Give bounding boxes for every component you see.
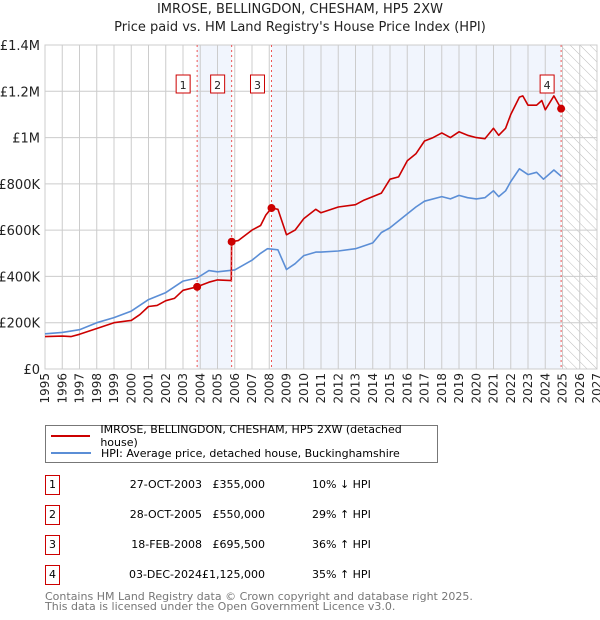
y-tick-label: £600K (0, 224, 40, 239)
shaded-period (197, 45, 232, 369)
transaction-date: 03-DEC-2024 (128, 568, 202, 581)
transaction-row: 3 18-FEB-2008 £695,500 36% ↑ HPI (45, 535, 445, 555)
legend-label: IMROSE, BELLINGDON, CHESHAM, HP5 2XW (de… (100, 423, 402, 449)
x-tick-label: 1995 (38, 373, 52, 404)
sale-label: 4 (544, 79, 551, 92)
legend-item-hpi: HPI: Average price, detached house, Buck… (51, 445, 400, 461)
transaction-price: £1,125,000 (202, 568, 265, 581)
x-tick-label: 2026 (573, 373, 587, 404)
y-tick-label: £400K (0, 270, 40, 285)
x-tick-label: 2007 (245, 373, 259, 404)
x-tick-label: 2016 (400, 373, 414, 404)
sale-label: 1 (180, 79, 187, 92)
sale-label-box (539, 74, 555, 94)
legend-swatch-red (51, 435, 91, 437)
legend-item-property: IMROSE, BELLINGDON, CHESHAM, HP5 2XW (de… (51, 423, 437, 449)
y-tick-label: £200K (0, 317, 40, 332)
transaction-price: £550,000 (212, 508, 266, 521)
transaction-date: 27-OCT-2003 (129, 478, 202, 491)
x-tick-label: 2005 (211, 373, 225, 404)
x-tick-label: 2018 (435, 373, 449, 404)
legend-label: HPI: Average price, detached house, Buck… (101, 446, 400, 460)
x-tick-label: 2023 (521, 373, 535, 404)
sale-label-box (249, 74, 265, 94)
transaction-number: 3 (45, 535, 60, 555)
x-tick-label: 2021 (487, 373, 501, 404)
transaction-row: 4 03-DEC-2024 £1,125,000 35% ↑ HPI (45, 565, 445, 585)
transaction-number: 1 (45, 475, 60, 495)
x-tick-label: 2013 (349, 373, 363, 404)
x-tick-label: 1997 (73, 373, 87, 404)
footer-licence: This data is licensed under the Open Gov… (45, 600, 396, 613)
sale-point (267, 204, 276, 213)
transaction-date: 28-OCT-2005 (129, 508, 202, 521)
x-tick-label: 2003 (176, 373, 190, 404)
x-tick-label: 2020 (469, 373, 483, 404)
x-tick-label: 2011 (314, 373, 328, 404)
transaction-hpi-delta: 35% ↑ HPI (312, 568, 371, 581)
chart-title: IMROSE, BELLINGDON, CHESHAM, HP5 2XW (156, 2, 444, 17)
transaction-row: 2 28-OCT-2005 £550,000 29% ↑ HPI (45, 505, 445, 525)
x-tick-label: 2024 (538, 373, 552, 404)
transaction-number: 2 (45, 505, 60, 525)
transaction-date: 18-FEB-2008 (131, 538, 202, 551)
x-tick-label: 2019 (452, 373, 466, 404)
x-tick-label: 2004 (193, 373, 207, 404)
y-tick-label: £1.4M (0, 39, 40, 54)
x-tick-label: 2025 (556, 373, 570, 404)
sale-point (557, 104, 566, 113)
transaction-hpi-delta: 36% ↑ HPI (312, 538, 371, 551)
transaction-hpi-delta: 29% ↑ HPI (312, 508, 371, 521)
y-tick-label: £1M (12, 132, 40, 147)
series-line (44, 168, 562, 335)
x-tick-label: 2022 (504, 373, 518, 404)
x-tick-label: 2010 (297, 373, 311, 404)
transaction-price: £355,000 (212, 478, 266, 491)
x-tick-label: 2002 (159, 373, 173, 404)
x-tick-label: 1999 (107, 373, 121, 404)
price-chart: 1 2 3 4 1995 1996 1997 1998 1999 2000 2001 2002 2003… (0, 39, 600, 404)
transaction-hpi-delta: 10% ↓ HPI (312, 478, 371, 491)
chart-subtitle: Price paid vs. HM Land Registry's House … (114, 20, 486, 35)
x-tick-label: 2000 (124, 373, 138, 404)
x-tick-label: 2001 (142, 373, 156, 404)
x-tick-label: 2017 (418, 373, 432, 404)
y-tick-label: £800K (0, 178, 40, 193)
x-tick-label: 1998 (90, 373, 104, 404)
x-tick-label: 1996 (55, 373, 69, 404)
footer-copyright: Contains HM Land Registry data © Crown c… (45, 590, 473, 603)
transaction-row: 1 27-OCT-2003 £355,000 10% ↓ HPI (45, 475, 445, 495)
x-tick-label: 2014 (366, 373, 380, 404)
transaction-number: 4 (45, 565, 60, 585)
x-tick-label: 2027 (590, 373, 600, 404)
x-tick-label: 2006 (228, 373, 242, 404)
sale-point (193, 282, 202, 291)
sale-label: 3 (254, 79, 261, 92)
series-line (44, 95, 562, 338)
sale-label-box (175, 74, 191, 94)
plot-border (44, 44, 598, 370)
sale-point (227, 237, 236, 246)
y-tick-label: £1.2M (0, 85, 40, 100)
x-tick-label: 2012 (331, 373, 345, 404)
x-tick-label: 2009 (280, 373, 294, 404)
y-tick-label: £0 (23, 363, 40, 378)
legend-swatch-blue (51, 452, 91, 454)
x-tick-label: 2015 (383, 373, 397, 404)
sale-label-box (210, 74, 226, 94)
x-tick-label: 2008 (262, 373, 276, 404)
transaction-price: £695,500 (212, 538, 266, 551)
sale-label: 2 (214, 79, 221, 92)
legend: IMROSE, BELLINGDON, CHESHAM, HP5 2XW (de… (45, 423, 438, 463)
